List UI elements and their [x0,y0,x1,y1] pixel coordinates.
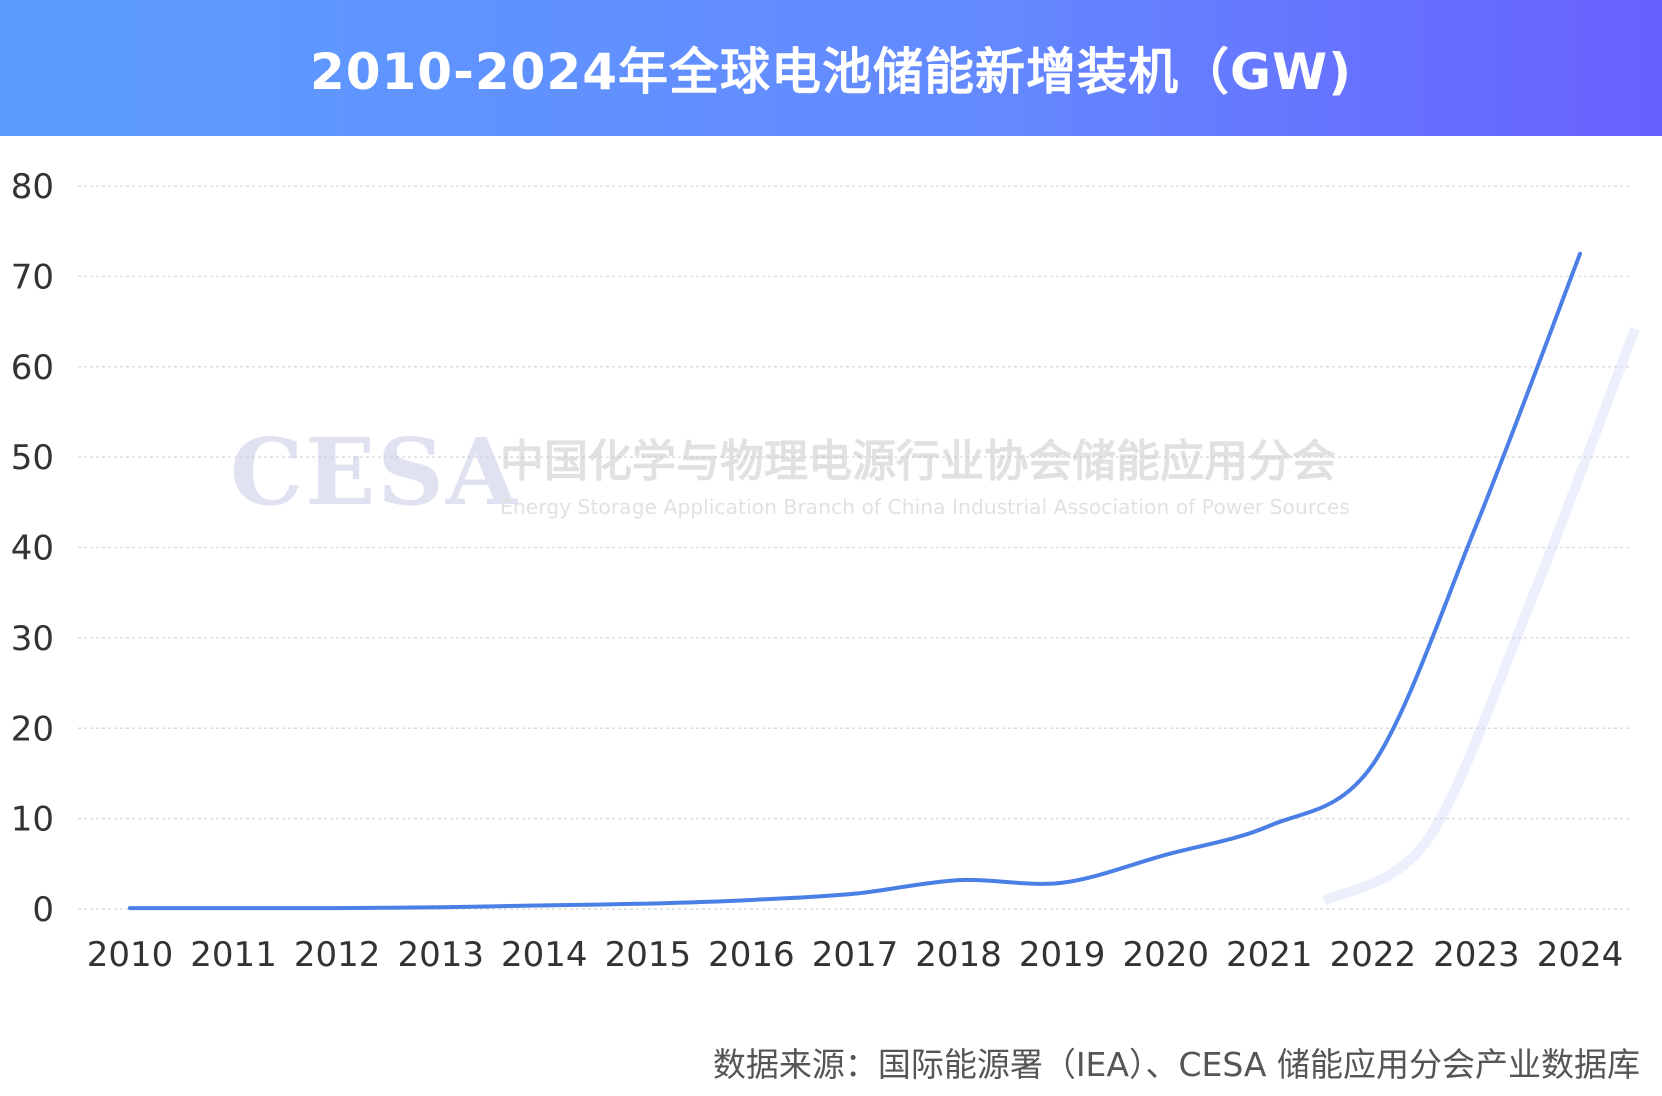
data-point [956,877,962,883]
data-point [748,897,754,903]
data-point [1370,761,1376,767]
x-tick-label: 2022 [1330,935,1417,975]
y-tick-label: 50 [11,438,54,478]
y-tick-label: 0 [32,890,54,930]
data-point [541,902,547,908]
chart-header: 2010-2024年全球电池储能新增装机（GW) [0,0,1662,136]
x-tick-label: 2018 [915,935,1002,975]
data-point [334,905,340,911]
data-point [645,901,651,907]
grid-lines [78,185,1630,910]
x-tick-label: 2014 [501,935,588,975]
data-source: 数据来源：国际能源署（IEA）、CESA 储能应用分会产业数据库 [712,1045,1640,1084]
y-tick-label: 80 [11,167,54,207]
x-tick-label: 2020 [1122,935,1209,975]
line-chart: CESA 中国化学与物理电源行业协会储能应用分会 Energy Storage … [11,167,1640,975]
x-tick-label: 2010 [87,935,174,975]
watermark-logo: CESA [230,418,519,526]
chart-title: 2010-2024年全球电池储能新增装机（GW) [309,43,1353,101]
watermark: CESA 中国化学与物理电源行业协会储能应用分会 Energy Storage … [230,418,1350,526]
data-point [1473,522,1479,528]
watermark-name-cn: 中国化学与物理电源行业协会储能应用分会 [500,436,1336,487]
x-tick-label: 2023 [1433,935,1520,975]
series-line [128,251,1582,911]
data-point [1059,880,1065,886]
series-line-shadow [1321,326,1640,906]
x-tick-label: 2013 [397,935,484,975]
data-point [852,891,858,897]
x-tick-label: 2011 [190,935,277,975]
y-tick-label: 70 [11,257,54,297]
x-tick-label: 2024 [1537,935,1624,975]
x-tick-label: 2015 [605,935,692,975]
axes: 0 10 20 30 40 50 60 70 80 2010 2011 2012 2013 2014 201… [11,167,1624,975]
y-tick-label: 10 [11,800,54,840]
x-tick-label: 2019 [1019,935,1106,975]
x-tick-label: 2021 [1226,935,1313,975]
y-tick-label: 40 [11,529,54,569]
data-point [438,904,444,910]
data-point [127,905,133,911]
x-tick-label: 2016 [708,935,795,975]
series [127,251,1640,911]
y-tick-label: 30 [11,619,54,659]
data-point [1266,823,1272,829]
data-point [1163,852,1169,858]
data-point [1577,251,1583,257]
watermark-name-en: Energy Storage Application Branch of Chi… [500,495,1350,519]
data-point [231,905,237,911]
x-tick-label: 2012 [294,935,381,975]
y-tick-label: 60 [11,348,54,388]
x-tick-label: 2017 [812,935,899,975]
y-tick-label: 20 [11,709,54,749]
